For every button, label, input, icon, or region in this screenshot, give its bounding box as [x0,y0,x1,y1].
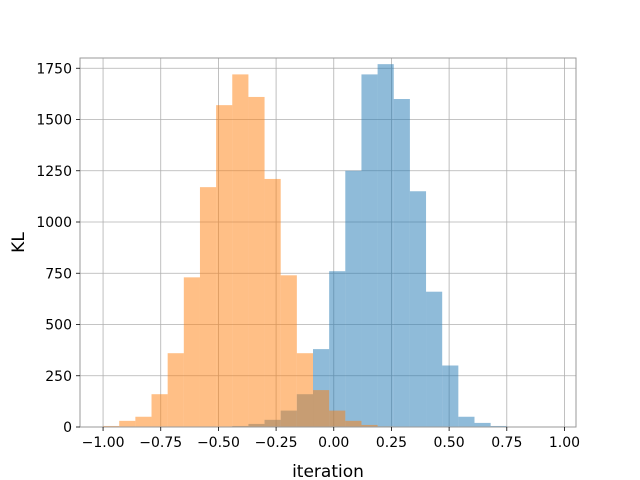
histogram-bar [248,96,265,427]
histogram-bar [151,394,168,427]
histogram-bar [280,275,297,427]
histogram-bar [103,425,120,427]
histogram-bar [216,105,233,428]
histogram-bar [199,187,217,427]
histogram-bar [361,74,378,428]
histogram-bar [361,424,378,427]
histogram-bar [409,191,427,427]
histogram-bar [377,64,394,428]
histogram-bar [393,99,410,427]
y-tick-label: 1750 [36,61,72,77]
histogram-bar [264,178,281,427]
x-tick-label: 0.00 [318,435,349,451]
y-tick-label: 1500 [36,113,72,129]
x-tick-label: 0.50 [434,435,465,451]
y-axis-label: KL [9,232,29,253]
histogram-bar [442,365,459,427]
histogram-bar [474,422,491,427]
histogram-bar [135,416,152,427]
histogram-bar [329,271,346,427]
x-tick-label: −1.00 [82,435,125,451]
histogram-bar [119,420,136,427]
histogram-bar [458,416,475,427]
histogram-bar [345,170,362,427]
x-tick-label: 1.00 [549,435,580,451]
y-tick-label: 750 [45,266,72,282]
y-tick-label: 1000 [36,215,72,231]
histogram-bar [232,74,249,428]
y-tick-label: 500 [45,318,72,334]
histogram-series-2 [103,74,394,428]
x-axis-label: iteration [292,462,364,480]
histogram-bar [490,425,507,427]
axis-ticks: −1.00 −0.75 −0.50 −0.25 0.00 0.25 0.50 0.75 1.00… [36,61,580,451]
x-tick-label: 0.75 [491,435,522,451]
x-tick-label: −0.50 [197,435,240,451]
histogram-bar [313,390,330,427]
x-tick-label: 0.25 [376,435,407,451]
x-tick-label: −0.25 [255,435,298,451]
histogram-bars [103,64,507,428]
y-tick-label: 0 [63,420,72,436]
histogram-bar [345,420,362,427]
histogram-bar [296,353,314,427]
histogram-bar [426,291,443,427]
plot-area-frame [79,57,577,428]
histogram-bar [329,410,346,427]
y-tick-label: 250 [45,369,72,385]
y-tick-label: 1250 [36,164,72,180]
histogram-bar [183,277,200,427]
histogram-bar [167,353,184,427]
x-tick-label: −0.75 [139,435,182,451]
